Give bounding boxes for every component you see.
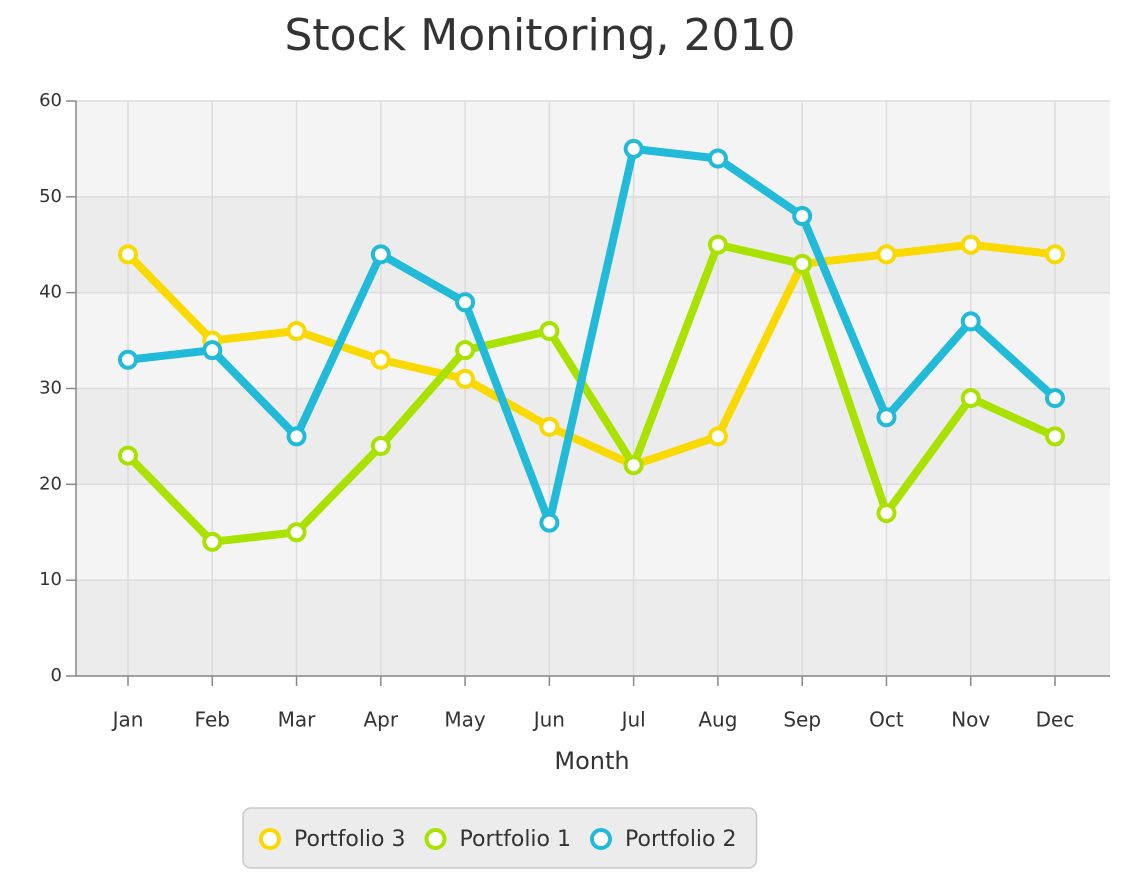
y-tick-label: 20 [39,473,62,494]
data-point [623,455,644,476]
data-point [1045,426,1065,447]
x-tick-label: Nov [951,708,990,732]
alternate-row [76,580,1110,676]
y-tick-label: 10 [39,569,62,590]
data-point [876,407,897,428]
data-point [539,321,560,341]
data-point [202,340,223,361]
legend-symbol [259,828,281,850]
data-point [118,445,138,466]
data-point [539,512,560,533]
x-tick-label: Aug [698,708,737,732]
data-point [876,503,897,524]
data-point [876,244,897,265]
x-tick-label: Mar [278,708,317,732]
data-point [370,349,391,370]
x-tick-label: May [444,708,486,732]
data-point [286,321,307,341]
legend-label: Portfolio 2 [625,827,737,852]
data-point [707,234,728,255]
y-tick-label: 30 [39,378,62,399]
data-point [455,368,476,389]
x-axis-label: Month [554,747,629,775]
x-tick-label: Jun [532,708,565,732]
y-tick-label: 50 [39,186,62,207]
x-tick-label: Jan [111,708,144,732]
data-point [202,531,223,552]
data-point [539,416,560,437]
x-tick-label: Jul [620,708,646,732]
data-point [960,311,981,332]
data-point [792,206,813,226]
data-point [792,253,813,274]
data-point [707,148,728,169]
legend-symbol [590,828,612,850]
data-point [707,426,728,447]
data-point [623,138,644,159]
legend-symbol [424,828,447,850]
x-tick-label: Sep [783,708,821,732]
y-tick-label: 0 [51,665,62,686]
data-point [1045,388,1065,409]
data-point [960,234,981,255]
legend-box [242,807,758,869]
series-line [124,144,1059,527]
y-tick-label: 40 [39,282,62,303]
series-line [124,240,1059,470]
data-point [1045,244,1065,265]
series-line [124,240,1059,546]
x-tick-label: Apr [364,708,399,732]
chart-title: Stock Monitoring, 2010 [284,10,795,61]
legend-label: Portfolio 3 [294,827,406,852]
y-tick-label: 60 [39,90,62,111]
data-point [118,349,138,370]
data-point [370,436,391,456]
data-point [370,244,391,265]
legend: Portfolio 3 Portfolio 1 Portfolio 2 [242,807,758,869]
data-point [455,292,476,313]
data-point [455,340,476,361]
x-tick-label: Dec [1036,708,1075,732]
legend-label: Portfolio 1 [460,827,572,852]
data-point [118,244,138,265]
x-tick-label: Feb [195,708,230,732]
data-point [286,426,307,447]
data-point [286,522,307,543]
x-tick-label: Oct [869,708,904,732]
data-point [960,388,981,409]
